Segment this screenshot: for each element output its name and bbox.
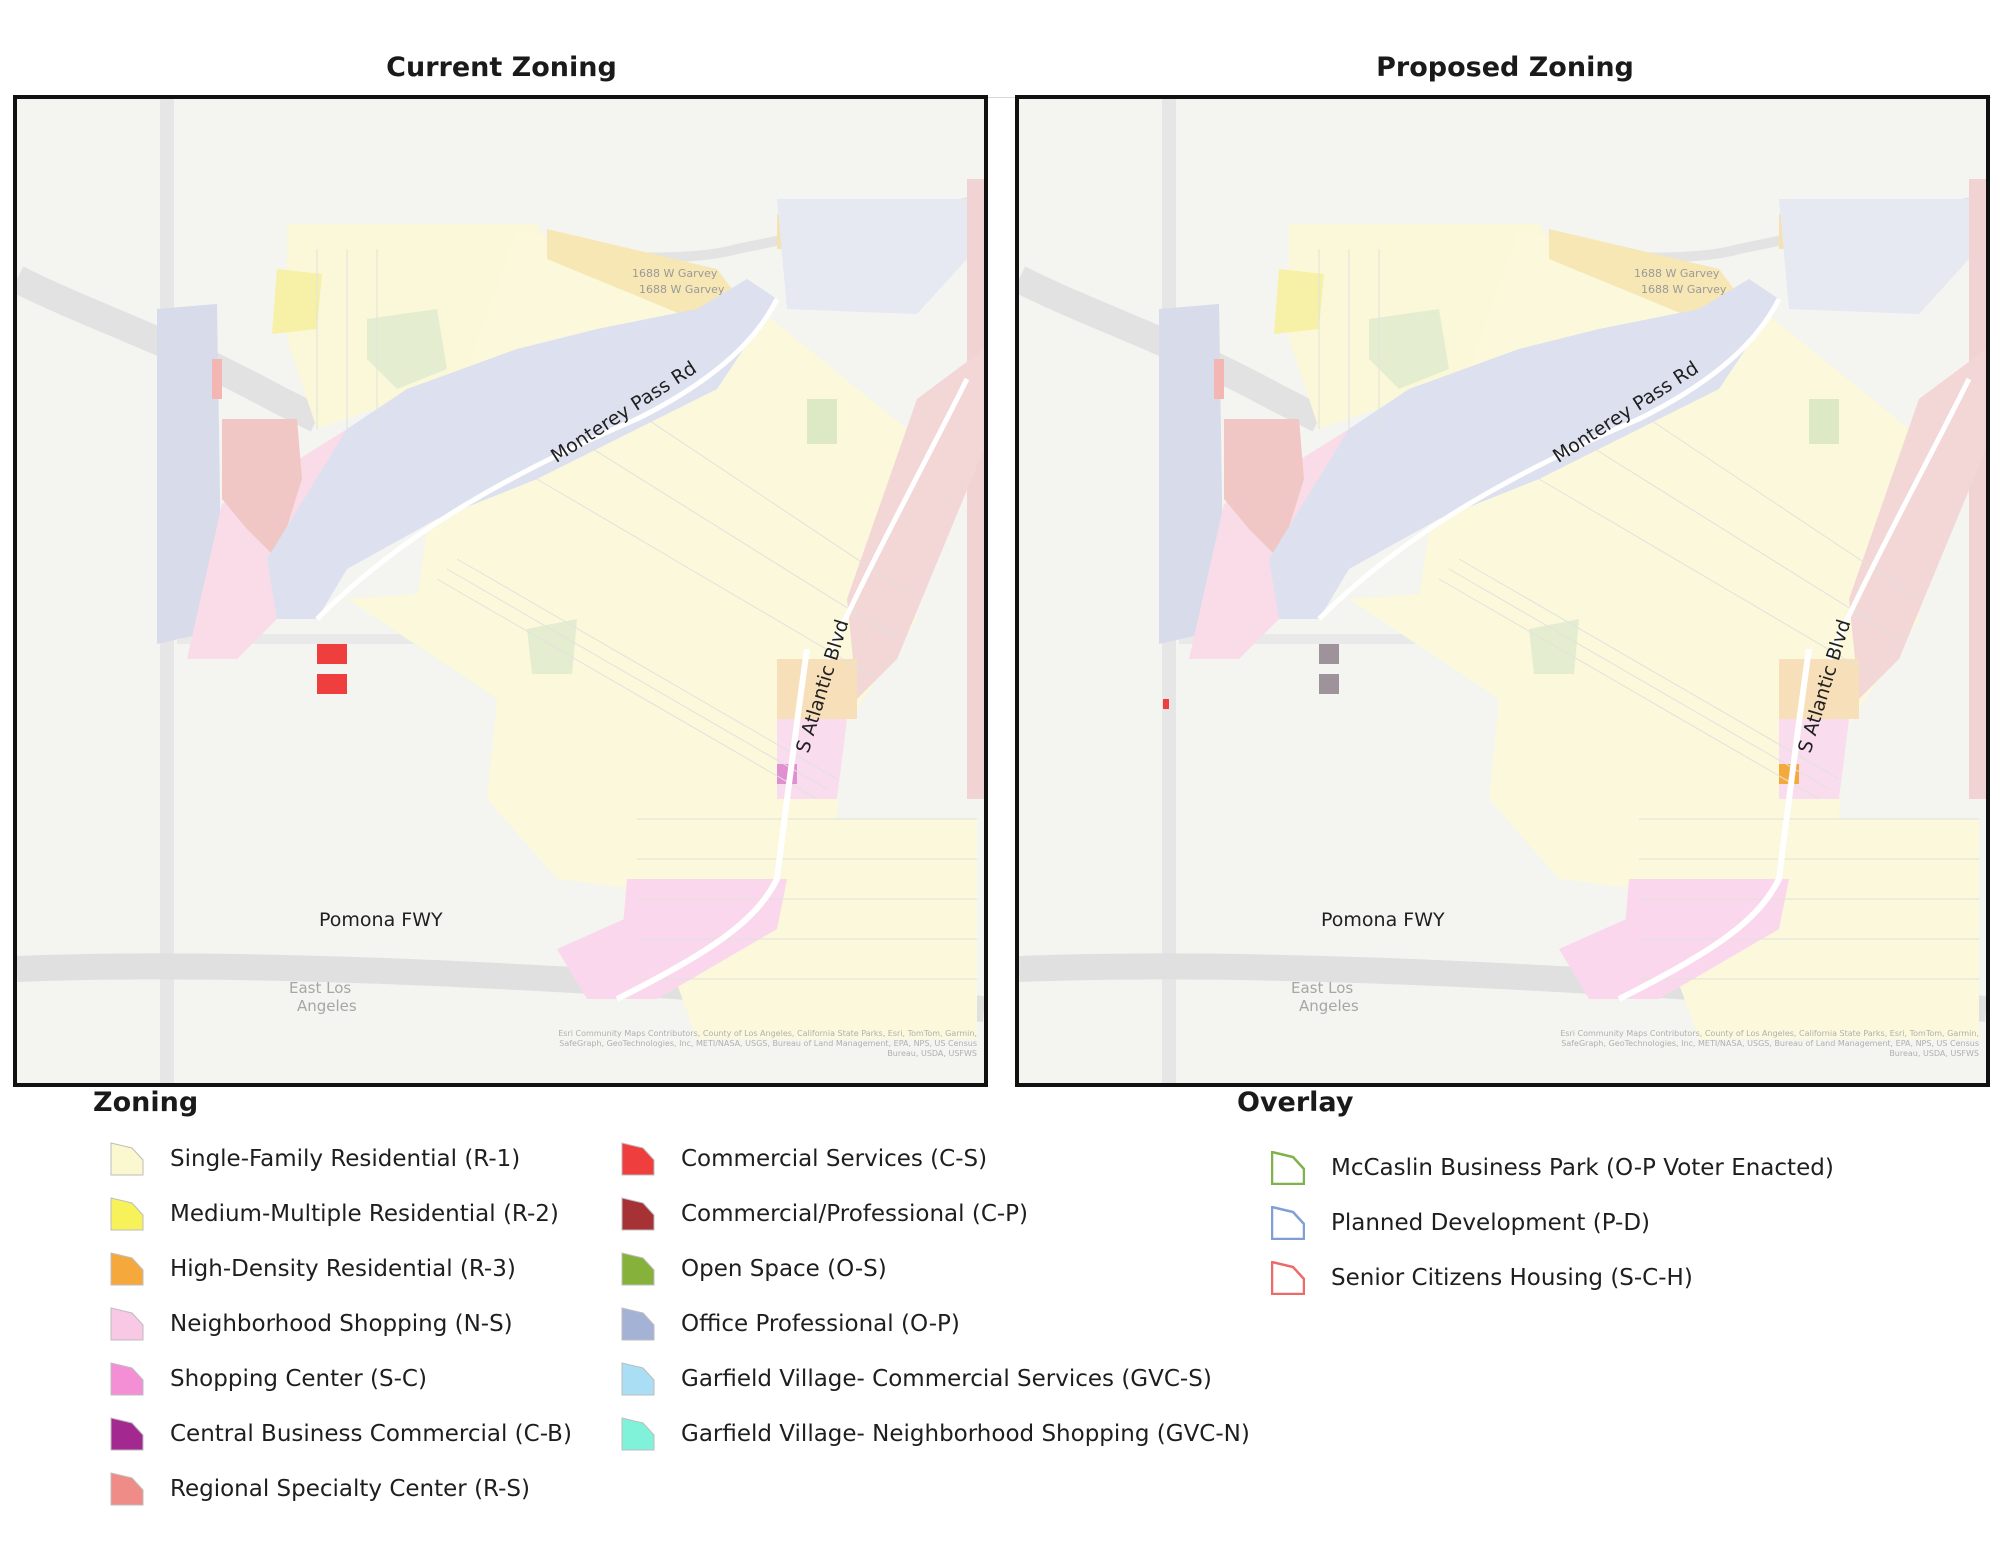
zoning-legend-swatch-icon (621, 1197, 655, 1231)
zoning-legend-label: Garfield Village- Neighborhood Shopping … (681, 1421, 1250, 1447)
zoning-legend-swatch-icon (621, 1307, 655, 1341)
zoning-legend-swatch-icon (110, 1197, 144, 1231)
pomona-fwy-label: Pomona FWY (1321, 909, 1445, 931)
zoning-legend-swatch-icon (110, 1307, 144, 1341)
overlay-legend-heading: Overlay (1237, 1087, 1354, 1118)
zoning-legend-label: Regional Specialty Center (R-S) (170, 1476, 530, 1502)
pomona-fwy-label: Pomona FWY (319, 909, 443, 931)
overlay-legend-item-senior-citizens-housing-s-c-h: Senior Citizens Housing (S-C-H) (1270, 1259, 1693, 1297)
overlay-legend-item-mccaslin-business-park-o-p-voter-enacted: McCaslin Business Park (O-P Voter Enacte… (1270, 1149, 1834, 1187)
zoning-legend-label: Central Business Commercial (C-B) (170, 1421, 572, 1447)
zoning-legend-label: Single-Family Residential (R-1) (170, 1146, 521, 1172)
zoning-legend-item-neighborhood-shopping-n-s: Neighborhood Shopping (N-S) (110, 1305, 513, 1343)
zoning-legend-label: Shopping Center (S-C) (170, 1366, 427, 1392)
overlay-legend-swatch-icon (1270, 1260, 1306, 1296)
overlay-legend-swatch-icon (1270, 1150, 1306, 1186)
zoning-legend-swatch-icon (110, 1417, 144, 1451)
zoning-legend-item-garfield-village-commercial-services-gvc-s: Garfield Village- Commercial Services (G… (621, 1360, 1212, 1398)
overlay-legend-item-planned-development-p-d: Planned Development (P-D) (1270, 1204, 1651, 1242)
east-la-label-1: East Los (289, 979, 352, 997)
map-attribution: Esri Community Maps Contributors, County… (558, 1029, 977, 1058)
zoning-legend-item-regional-specialty-center-r-s: Regional Specialty Center (R-S) (110, 1470, 530, 1508)
zoning-legend-label: Medium-Multiple Residential (R-2) (170, 1201, 559, 1227)
current-zoning-title: Current Zoning (386, 52, 617, 83)
zoning-legend-item-garfield-village-neighborhood-shopping-gvc-n: Garfield Village- Neighborhood Shopping … (621, 1415, 1250, 1453)
current-map-graphic (17, 99, 984, 1083)
zoning-legend-item-central-business-commercial-c-b: Central Business Commercial (C-B) (110, 1415, 572, 1453)
zoning-legend-swatch-icon (110, 1362, 144, 1396)
zoning-legend-item-open-space-o-s: Open Space (O-S) (621, 1250, 887, 1288)
east-la-label-2: Angeles (297, 997, 357, 1015)
east-la-label-1: East Los (1291, 979, 1354, 997)
overlay-legend-label: McCaslin Business Park (O-P Voter Enacte… (1331, 1155, 1834, 1181)
zoning-legend-item-high-density-residential-r-3: High-Density Residential (R-3) (110, 1250, 516, 1288)
garvey-label-2: 1688 W Garvey (639, 283, 725, 296)
zoning-legend-item-medium-multiple-residential-r-2: Medium-Multiple Residential (R-2) (110, 1195, 559, 1233)
zoning-legend-label: Commercial/Professional (C-P) (681, 1201, 1029, 1227)
garvey-label-1: 1688 W Garvey (1634, 267, 1720, 280)
zoning-legend-item-shopping-center-s-c: Shopping Center (S-C) (110, 1360, 427, 1398)
garvey-label-1: 1688 W Garvey (632, 267, 718, 280)
zoning-legend-label: Open Space (O-S) (681, 1256, 887, 1282)
zoning-legend-item-office-professional-o-p: Office Professional (O-P) (621, 1305, 960, 1343)
zoning-legend-swatch-icon (110, 1472, 144, 1506)
zoning-legend-swatch-icon (621, 1252, 655, 1286)
zoning-legend-swatch-icon (621, 1142, 655, 1176)
zoning-legend-item-commercial-services-c-s: Commercial Services (C-S) (621, 1140, 987, 1178)
zoning-legend-label: Garfield Village- Commercial Services (G… (681, 1366, 1212, 1392)
zoning-legend-swatch-icon (621, 1417, 655, 1451)
overlay-legend-label: Senior Citizens Housing (S-C-H) (1331, 1265, 1693, 1291)
proposed-zoning-title: Proposed Zoning (1376, 52, 1634, 83)
zoning-legend-label: High-Density Residential (R-3) (170, 1256, 516, 1282)
zoning-legend-label: Commercial Services (C-S) (681, 1146, 988, 1172)
east-la-label-2: Angeles (1299, 997, 1359, 1015)
overlay-legend-swatch-icon (1270, 1205, 1306, 1241)
zoning-legend-item-commercial-professional-c-p: Commercial/Professional (C-P) (621, 1195, 1028, 1233)
zoning-legend-swatch-icon (110, 1142, 144, 1176)
overlay-legend-label: Planned Development (P-D) (1331, 1210, 1651, 1236)
zoning-legend-swatch-icon (110, 1252, 144, 1286)
zoning-legend-label: Office Professional (O-P) (681, 1311, 960, 1337)
zoning-legend-swatch-icon (621, 1362, 655, 1396)
proposed-zoning-map[interactable]: Monterey Pass Rd S Atlantic Blvd Pomona … (1015, 95, 1990, 1087)
zoning-legend-label: Neighborhood Shopping (N-S) (170, 1311, 513, 1337)
zoning-legend-heading: Zoning (93, 1087, 199, 1118)
proposed-map-graphic (1019, 99, 1986, 1083)
zoning-legend-item-single-family-residential-r-1: Single-Family Residential (R-1) (110, 1140, 520, 1178)
map-attribution: Esri Community Maps Contributors, County… (1560, 1029, 1979, 1058)
title-rule (13, 97, 1991, 98)
garvey-label-2: 1688 W Garvey (1641, 283, 1727, 296)
current-zoning-map[interactable]: Monterey Pass Rd S Atlantic Blvd Pomona … (13, 95, 988, 1087)
